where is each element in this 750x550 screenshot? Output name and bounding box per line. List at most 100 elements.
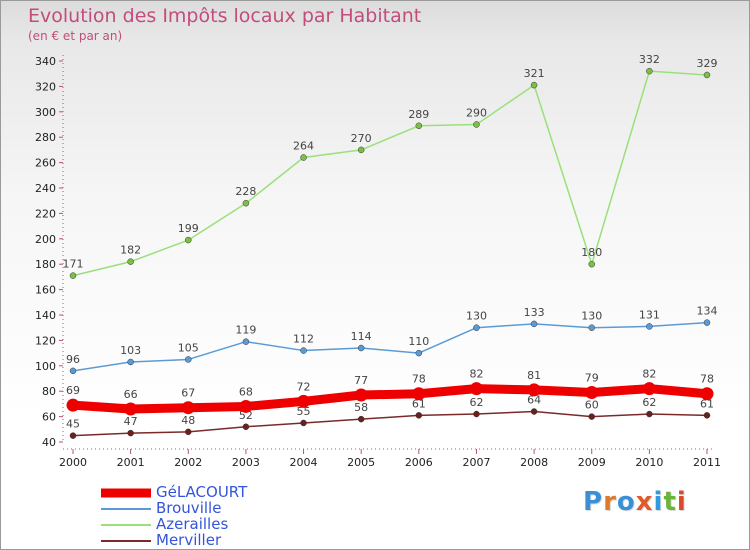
point-azerailles xyxy=(588,260,595,268)
data-label-g-lacourt: 78 xyxy=(700,373,714,386)
chart-title: Evolution des Impôts locaux par Habitant xyxy=(28,5,422,27)
data-label-merviller: 55 xyxy=(297,405,311,418)
point-azerailles xyxy=(300,154,307,161)
point-azerailles xyxy=(185,236,192,244)
data-label-brouville: 96 xyxy=(66,353,80,366)
point-merviller xyxy=(127,429,134,437)
data-label-azerailles: 264 xyxy=(293,140,314,153)
data-label-merviller: 52 xyxy=(239,409,253,422)
point-merviller xyxy=(473,410,480,418)
data-label-brouville: 130 xyxy=(466,310,487,323)
data-label-merviller: 64 xyxy=(527,394,541,407)
point-brouville xyxy=(646,323,653,330)
logo-letter: t xyxy=(663,487,677,517)
x-tick-label: 2003 xyxy=(232,456,260,469)
point-brouville xyxy=(473,324,480,331)
y-tick-label: 80 xyxy=(42,385,56,398)
data-label-brouville: 119 xyxy=(235,324,256,337)
point-g-lacourt xyxy=(585,385,599,399)
y-tick-label: 120 xyxy=(35,334,56,347)
x-tick-label: 2010 xyxy=(635,456,663,469)
data-label-merviller: 47 xyxy=(124,415,138,428)
logo-letter: i xyxy=(653,487,664,517)
x-tick-label: 2005 xyxy=(347,456,375,469)
y-tick-label: 220 xyxy=(35,207,56,220)
legend-swatch xyxy=(101,524,151,526)
series-line-brouville xyxy=(72,321,708,372)
legend-label: Brouville xyxy=(156,499,222,517)
y-tick-label: 60 xyxy=(42,411,56,424)
point-azerailles xyxy=(530,81,538,89)
y-tick-label: 200 xyxy=(35,233,56,246)
x-tick-label: 2002 xyxy=(174,456,202,469)
y-tick-label: 180 xyxy=(35,258,56,271)
point-azerailles xyxy=(703,71,711,79)
line-chart: 40 60 80 100 120 140 160 180 200 220 240 260 280 300 3… xyxy=(35,53,721,469)
point-brouville xyxy=(127,358,134,366)
data-label-azerailles: 289 xyxy=(408,108,429,121)
point-azerailles xyxy=(415,122,423,130)
series-line-g-lacourt xyxy=(68,384,712,414)
point-merviller xyxy=(646,410,653,418)
point-azerailles xyxy=(242,199,250,207)
point-merviller xyxy=(300,419,307,427)
data-label-brouville: 134 xyxy=(697,305,718,318)
y-tick-label: 300 xyxy=(35,106,56,119)
point-brouville xyxy=(588,324,595,331)
data-label-brouville: 133 xyxy=(524,306,545,319)
data-label-g-lacourt: 66 xyxy=(124,388,138,401)
data-label-merviller: 62 xyxy=(642,396,656,409)
data-label-azerailles: 171 xyxy=(63,258,84,271)
data-label-azerailles: 329 xyxy=(697,57,718,70)
point-merviller xyxy=(415,412,423,419)
point-g-lacourt xyxy=(700,387,714,401)
series-layer xyxy=(66,67,714,439)
point-brouville xyxy=(185,356,192,363)
data-label-merviller: 62 xyxy=(469,396,483,409)
data-label-g-lacourt: 82 xyxy=(469,368,483,381)
y-tick-label: 320 xyxy=(35,80,56,93)
data-label-g-lacourt: 72 xyxy=(297,380,311,393)
data-label-g-lacourt: 81 xyxy=(527,369,541,382)
y-tick-label: 240 xyxy=(35,182,56,195)
x-tick-label: 2007 xyxy=(462,456,490,469)
y-tick-label: 160 xyxy=(35,284,56,297)
data-label-brouville: 112 xyxy=(293,333,314,346)
legend-label: Merviller xyxy=(156,531,222,549)
series-line-azerailles xyxy=(72,70,708,277)
x-tick-label: 2004 xyxy=(290,456,318,469)
logo-letter: i xyxy=(676,487,687,517)
point-g-lacourt xyxy=(642,382,656,396)
point-azerailles xyxy=(127,258,134,265)
point-g-lacourt xyxy=(181,401,195,415)
data-label-azerailles: 199 xyxy=(178,222,199,235)
data-label-brouville: 114 xyxy=(351,330,372,343)
data-label-brouville: 130 xyxy=(581,310,602,323)
point-brouville xyxy=(357,344,365,352)
point-merviller xyxy=(242,423,250,431)
x-tick-label: 2009 xyxy=(578,456,606,469)
point-merviller xyxy=(69,432,77,439)
point-azerailles xyxy=(646,67,653,75)
data-label-brouville: 131 xyxy=(639,308,660,321)
point-g-lacourt xyxy=(412,387,426,401)
point-merviller xyxy=(357,415,365,423)
data-label-g-lacourt: 82 xyxy=(642,368,656,381)
data-label-merviller: 61 xyxy=(700,397,714,410)
x-tick-label: 2001 xyxy=(117,456,145,469)
point-g-lacourt xyxy=(354,388,368,402)
point-brouville xyxy=(530,320,538,328)
legend-item-merviller: Merviller xyxy=(101,531,361,549)
y-tick-label: 280 xyxy=(35,131,56,144)
legend-item-azerailles: Azerailles xyxy=(101,515,361,533)
point-g-lacourt xyxy=(297,394,311,408)
legend-item-g-lacourt: GéLACOURT xyxy=(101,483,361,501)
data-label-merviller: 45 xyxy=(66,418,80,431)
point-merviller xyxy=(703,412,711,419)
data-label-merviller: 48 xyxy=(181,414,195,427)
point-g-lacourt xyxy=(527,383,541,397)
point-merviller xyxy=(530,408,538,415)
y-tick-label: 140 xyxy=(35,309,56,322)
data-label-azerailles: 332 xyxy=(639,53,660,66)
legend-label: GéLACOURT xyxy=(156,483,248,501)
